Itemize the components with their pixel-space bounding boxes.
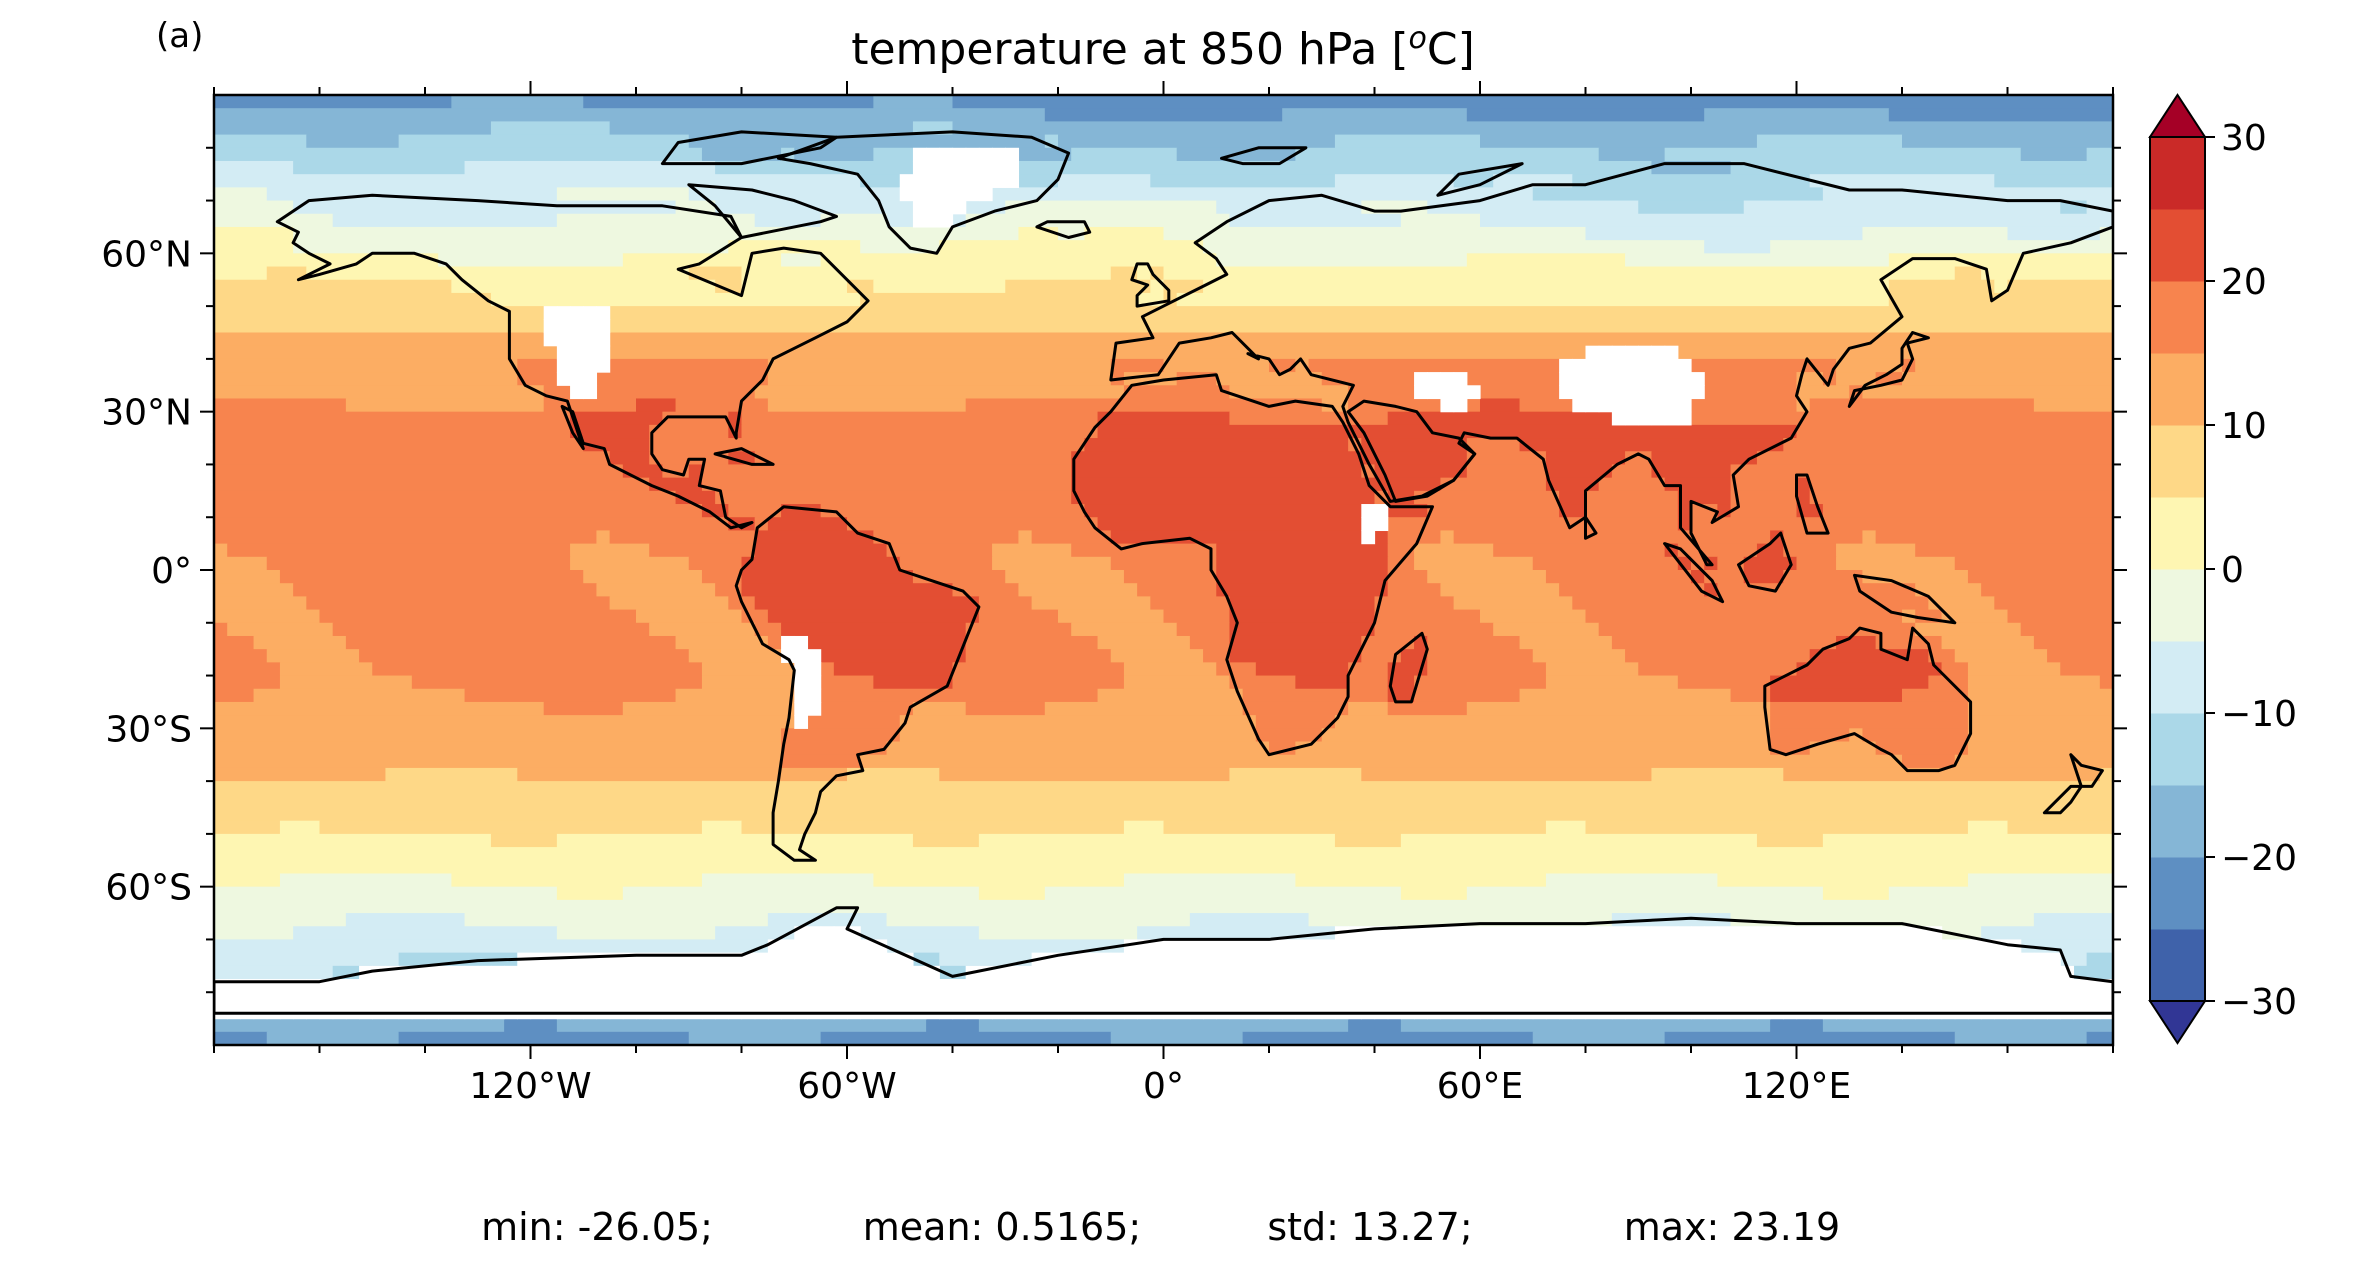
temperature-field [214, 95, 2113, 1045]
colorbar-segment [2150, 857, 2205, 930]
coastline-iceland [1035, 220, 1092, 239]
lat-tick-label: 60°S [105, 868, 192, 909]
colorbar-tick-label: −10 [2221, 694, 2297, 735]
colorbar: 30 20 10 0 −10 −20 −30 [2148, 93, 2297, 1045]
lat-tick-label: 30°S [105, 709, 192, 750]
colorbar-segment [2150, 713, 2205, 786]
title-prefix: temperature at 850 hPa [ [851, 24, 1408, 75]
lon-tick-label: 60°E [1437, 1066, 1524, 1107]
coastline-northAmerica [275, 193, 870, 530]
coastline-africa [1072, 373, 1434, 757]
title-superscript: o [1409, 21, 1427, 56]
lat-tick-label: 0° [151, 551, 192, 592]
colorbar-segment [2150, 209, 2205, 282]
colorbar-extend-min [2148, 1000, 2207, 1045]
coastline-uk [1130, 262, 1171, 308]
coastline-newGuinea [1853, 573, 1957, 625]
lat-tick-label: 60°N [101, 234, 192, 275]
coastline-newZealand [2042, 753, 2104, 815]
coastline-sriLanka [1584, 515, 1598, 540]
longitude-axis: 120°W 60°W 0° 60°E 120°E [213, 81, 2114, 1107]
colorbar-segment [2150, 353, 2205, 426]
coastline-borneo [1737, 531, 1793, 593]
stat-max: max: 23.19 [1624, 1205, 1840, 1249]
coastline-japan [1847, 331, 1930, 408]
colorbar-segment [2150, 425, 2205, 498]
colorbar-tick-label: 10 [2221, 406, 2267, 447]
lat-tick-label: 30°N [101, 393, 192, 434]
coastline-baffin [687, 183, 838, 239]
lon-tick-label: 120°W [469, 1066, 591, 1107]
colorbar-segment [2150, 137, 2205, 210]
coastline-svalbard [1220, 146, 1308, 166]
stat-mean: mean: 0.5165; [863, 1205, 1141, 1249]
coastline-eurasia [1109, 162, 2113, 567]
coastline-southAmerica [734, 505, 981, 862]
stats-line: min: -26.05; mean: 0.5165; std: 13.27; m… [481, 1205, 1840, 1249]
lon-tick-label: 60°W [797, 1066, 896, 1107]
colorbar-tick-label: 0 [2221, 550, 2244, 591]
coastline-sumatra [1663, 542, 1725, 604]
stat-std: std: 13.27; [1267, 1205, 1472, 1249]
coastline-ellesmere [660, 130, 838, 166]
stat-min: min: -26.05; [481, 1205, 713, 1249]
coastline-arabia [1346, 399, 1477, 503]
panel-label: (a) [156, 16, 203, 56]
coastlines [214, 130, 2113, 1015]
colorbar-segment [2150, 641, 2205, 714]
colorbar-tick-label: 30 [2221, 118, 2267, 159]
lon-tick-label: 0° [1143, 1066, 1184, 1107]
colorbar-segment [2150, 785, 2205, 858]
title-suffix: C] [1427, 24, 1475, 75]
coastline-greenland [776, 130, 1071, 255]
map-title: temperature at 850 hPa [oC] [851, 21, 1475, 75]
lon-tick-label: 120°E [1742, 1066, 1851, 1107]
colorbar-segment [2150, 929, 2205, 1002]
colorbar-segment [2150, 281, 2205, 354]
colorbar-segment [2150, 569, 2205, 642]
coastline-cuba [713, 447, 775, 466]
coastline-antarctica [214, 906, 2113, 1015]
coastline-australia [1763, 626, 1973, 773]
colorbar-tick-label: −30 [2221, 982, 2297, 1023]
colorbar-extend-max [2148, 93, 2207, 138]
coastline-philippines [1795, 473, 1830, 535]
colorbar-tick-label: 20 [2221, 262, 2267, 303]
colorbar-segment [2150, 497, 2205, 570]
coastline-madagascar [1388, 631, 1429, 704]
colorbar-tick-label: −20 [2221, 838, 2297, 879]
coastline-novaya [1436, 162, 1524, 197]
latitude-axis: 60°N 30°N 0° 30°S 60°S [101, 146, 2127, 994]
